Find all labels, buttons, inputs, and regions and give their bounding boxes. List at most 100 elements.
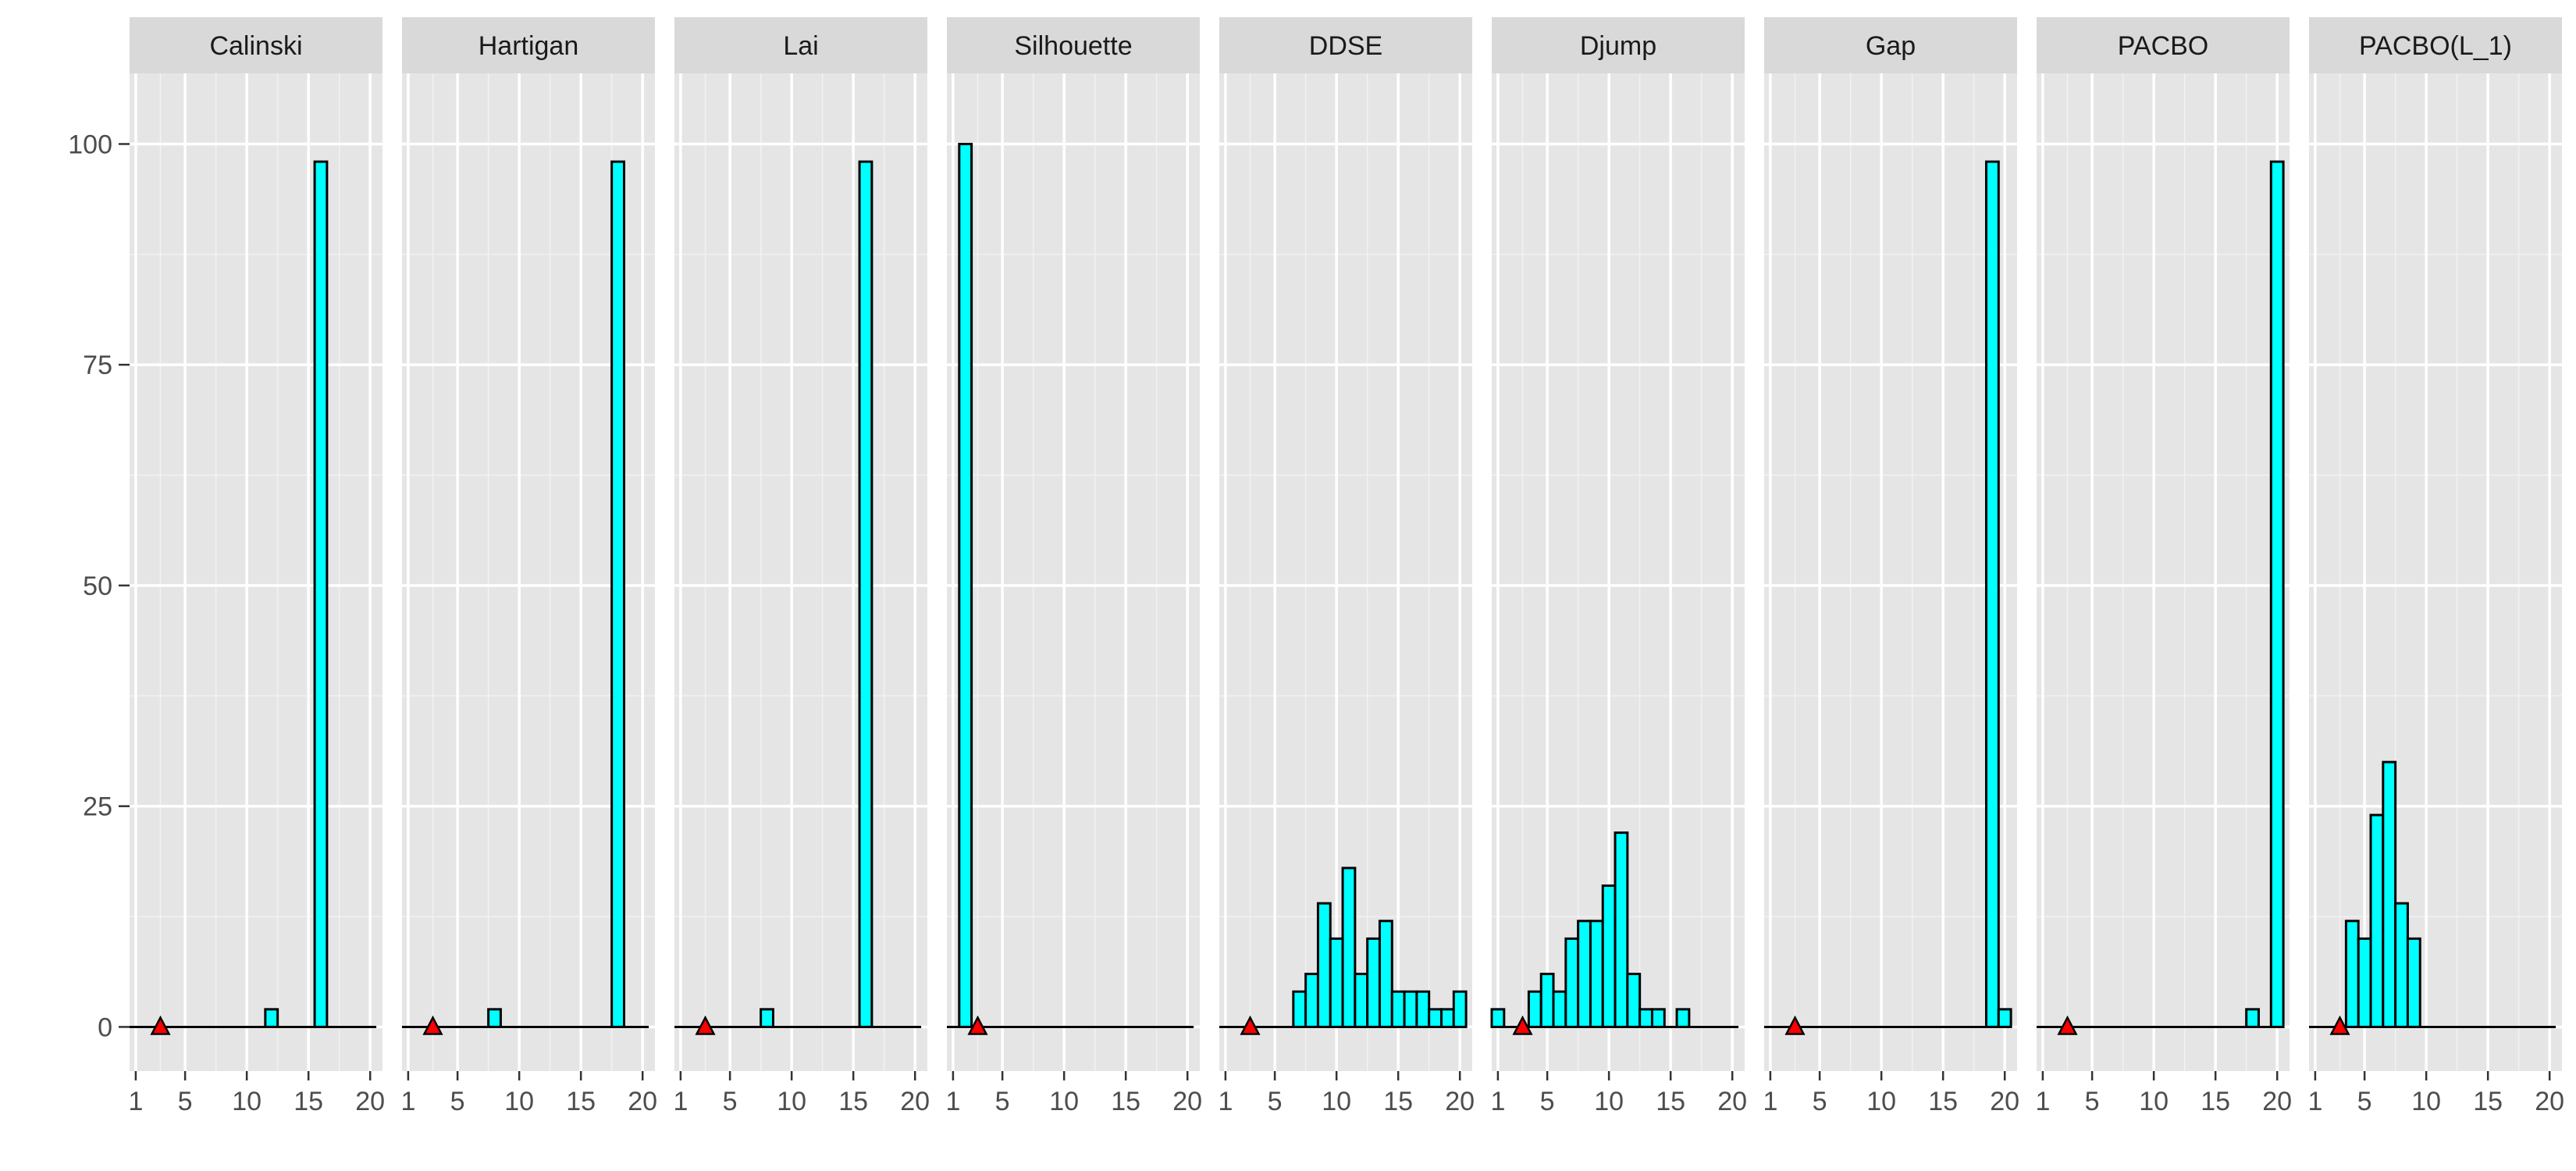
- facet-strip-label: Lai: [783, 31, 818, 61]
- x-tick-label-3: 15: [294, 1087, 323, 1116]
- bar-Lai-16: [858, 160, 873, 1028]
- bar-Hartigan-8: [487, 1008, 502, 1028]
- bar-Djump-8: [1577, 920, 1592, 1028]
- bar-DDSE-15: [1390, 990, 1406, 1028]
- bar-DDSE-10: [1329, 937, 1344, 1028]
- x-tick-label-1: 5: [723, 1087, 738, 1116]
- bar-DDSE-14: [1378, 920, 1393, 1028]
- facet-strip-label: Hartigan: [479, 31, 579, 61]
- x-tick-label-3: 15: [2473, 1087, 2503, 1116]
- bar-Djump-7: [1564, 937, 1580, 1028]
- x-tick-label-2: 10: [1322, 1087, 1351, 1116]
- bar-Calinski-16: [313, 160, 329, 1028]
- bar-Djump-12: [1626, 973, 1642, 1028]
- bar-DDSE-20: [1452, 990, 1468, 1028]
- x-tick-label-3: 15: [2201, 1087, 2230, 1116]
- triangle-marker: [1512, 1015, 1533, 1035]
- facet-strip: [2309, 17, 2562, 73]
- y-tick-label-2: 50: [83, 571, 112, 601]
- x-tick-label-0: 1: [2307, 1087, 2322, 1116]
- x-tick-label-3: 15: [1928, 1087, 1958, 1116]
- triangle-marker: [967, 1015, 988, 1035]
- facet-strip-label: DDSE: [1309, 31, 1382, 61]
- panel-background: [1764, 73, 2017, 1071]
- bar-Djump-16: [1675, 1008, 1691, 1028]
- facet-strip: [130, 17, 382, 73]
- x-tick-label-0: 1: [1218, 1087, 1233, 1116]
- x-tick-label-0: 1: [2035, 1087, 2050, 1116]
- bar-DDSE-7: [1292, 990, 1308, 1028]
- facet-strip: [1492, 17, 1745, 73]
- bar-DDSE-18: [1428, 1008, 1443, 1028]
- bar-Gap-19: [1984, 160, 2000, 1028]
- facet-strip-label: Silhouette: [1014, 31, 1132, 61]
- x-tick-label-2: 10: [1866, 1087, 1896, 1116]
- panel-background: [130, 73, 382, 1071]
- facet-strip-label: Djump: [1580, 31, 1656, 61]
- bar-DDSE-8: [1304, 973, 1319, 1028]
- triangle-marker: [422, 1015, 443, 1035]
- panel-background: [2309, 73, 2562, 1071]
- x-tick-label-2: 10: [1594, 1087, 1624, 1116]
- x-tick-label-4: 20: [628, 1087, 657, 1116]
- bar-PACBO(L_1)-5: [2357, 937, 2372, 1028]
- triangle-marker: [2329, 1015, 2350, 1035]
- y-tick-label-3: 75: [83, 351, 112, 380]
- x-tick-label-4: 20: [1172, 1087, 1202, 1116]
- bar-DDSE-19: [1439, 1008, 1455, 1028]
- x-tick-label-0: 1: [1763, 1087, 1777, 1116]
- x-tick-label-1: 5: [2357, 1087, 2372, 1116]
- y-tick-label-4: 100: [68, 130, 112, 159]
- facet-strip: [1219, 17, 1472, 73]
- x-tick-label-1: 5: [2085, 1087, 2100, 1116]
- x-tick-label-1: 5: [450, 1087, 465, 1116]
- x-tick-label-2: 10: [232, 1087, 262, 1116]
- bar-PACBO(L_1)-9: [2406, 937, 2421, 1028]
- triangle-marker: [150, 1015, 171, 1035]
- panel-background: [947, 73, 1200, 1071]
- x-tick-label-4: 20: [2535, 1087, 2564, 1116]
- bar-DDSE-16: [1403, 990, 1418, 1028]
- bar-Djump-1: [1490, 1008, 1506, 1028]
- bar-Djump-6: [1552, 990, 1567, 1028]
- x-tick-label-2: 10: [1049, 1087, 1079, 1116]
- bar-Hartigan-18: [610, 160, 625, 1028]
- x-tick-label-4: 20: [900, 1087, 930, 1116]
- bar-DDSE-17: [1415, 990, 1431, 1028]
- bar-PACBO-18: [2245, 1008, 2260, 1028]
- x-tick-label-1: 5: [1813, 1087, 1827, 1116]
- facet-strip-label: PACBO(L_1): [2359, 31, 2512, 61]
- triangle-marker: [695, 1015, 716, 1035]
- x-tick-label-3: 15: [838, 1087, 868, 1116]
- y-tick-label-0: 0: [98, 1013, 112, 1042]
- x-tick-label-4: 20: [2262, 1087, 2292, 1116]
- x-tick-label-3: 15: [1383, 1087, 1413, 1116]
- panel-background: [674, 73, 927, 1071]
- bar-Lai-8: [760, 1008, 774, 1028]
- triangle-marker: [2057, 1015, 2078, 1035]
- x-tick-label-2: 10: [777, 1087, 806, 1116]
- x-tick-label-2: 10: [2411, 1087, 2441, 1116]
- bar-PACBO(L_1)-4: [2344, 920, 2360, 1028]
- x-tick-label-3: 15: [1656, 1087, 1685, 1116]
- bar-DDSE-9: [1316, 902, 1332, 1028]
- facet-strip-label: PACBO: [2118, 31, 2209, 61]
- facet-strip: [1764, 17, 2017, 73]
- x-tick-label-0: 1: [673, 1087, 688, 1116]
- x-tick-label-2: 10: [504, 1087, 534, 1116]
- x-tick-label-0: 1: [400, 1087, 415, 1116]
- bar-Djump-13: [1638, 1008, 1653, 1028]
- facet-strip: [402, 17, 655, 73]
- x-tick-label-1: 5: [995, 1087, 1010, 1116]
- bar-Gap-20: [1997, 1008, 2012, 1028]
- triangle-marker: [1240, 1015, 1261, 1035]
- x-tick-label-0: 1: [1490, 1087, 1505, 1116]
- x-tick-label-1: 5: [1540, 1087, 1555, 1116]
- x-tick-label-1: 5: [1268, 1087, 1283, 1116]
